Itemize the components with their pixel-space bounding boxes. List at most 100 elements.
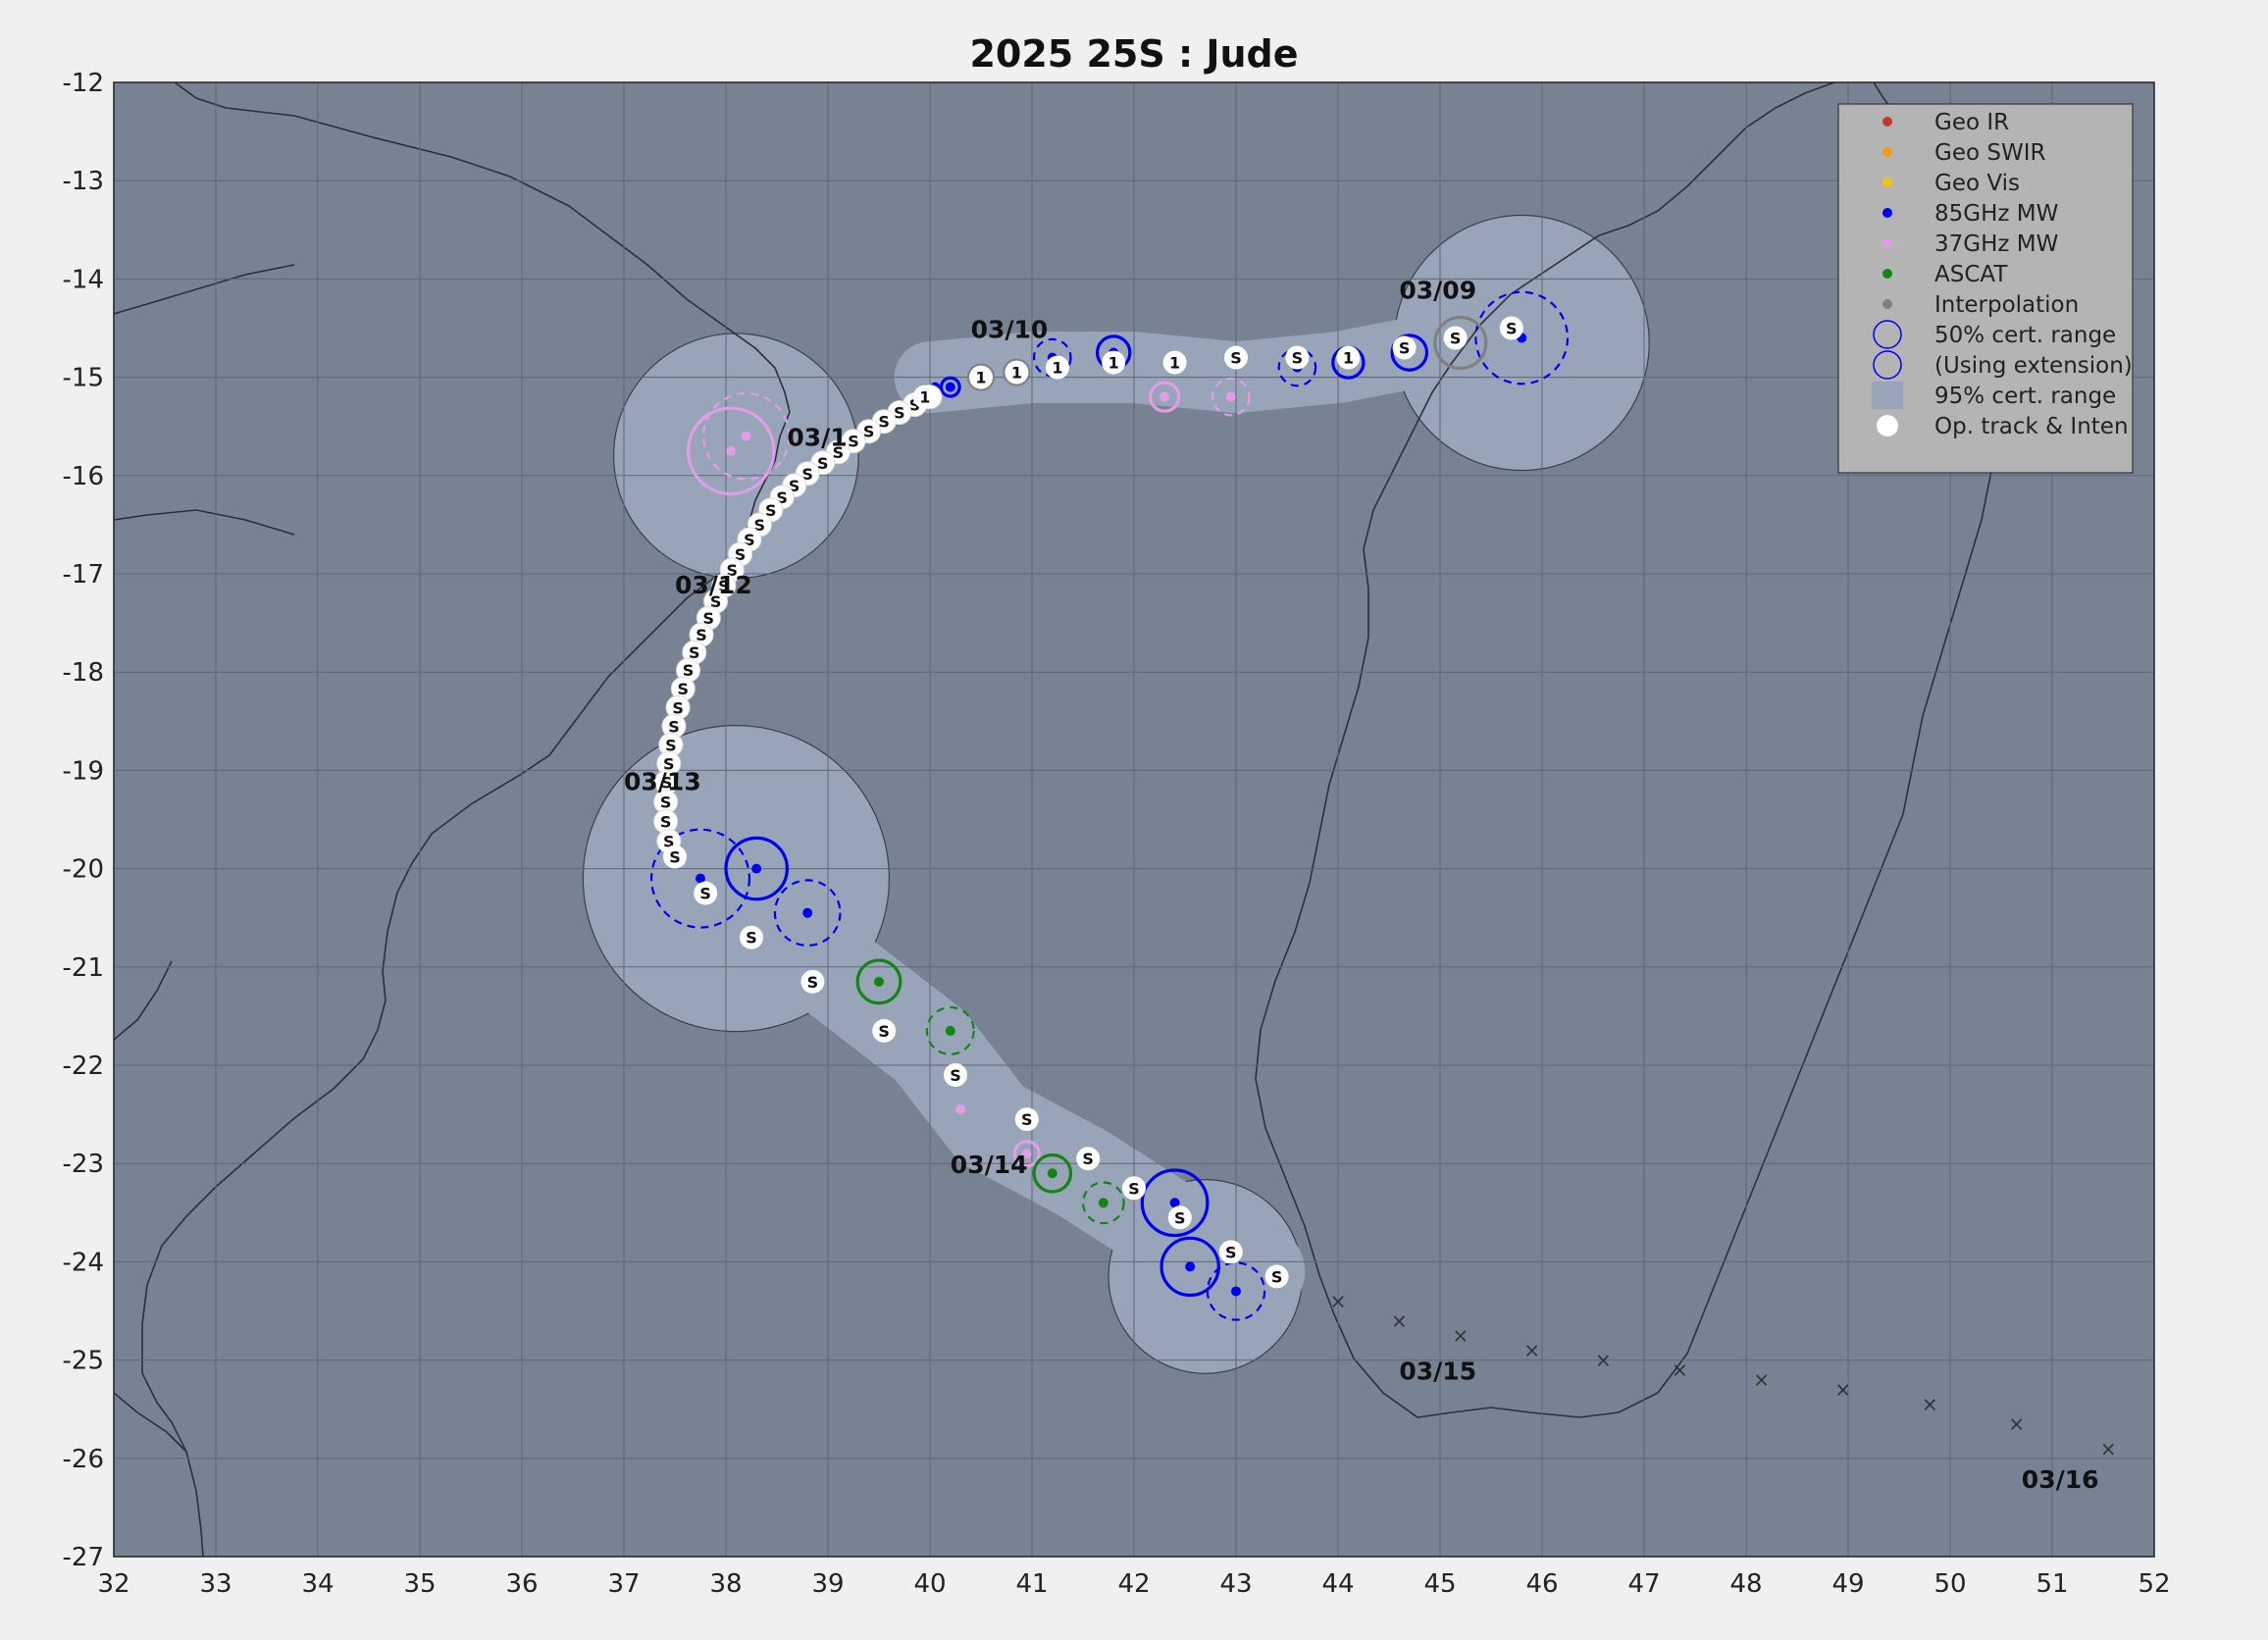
x-tick-label: 51	[2036, 1569, 2068, 1599]
y-tick-label: -26	[63, 1445, 104, 1474]
map-gridlines	[114, 82, 2154, 1557]
op-track-label: S	[726, 561, 738, 580]
fix-label-text: S	[950, 1066, 961, 1085]
legend-label: Geo SWIR	[1934, 140, 2045, 166]
x-tick-label: 35	[403, 1569, 436, 1599]
date-label: 03/15	[1399, 1358, 1476, 1386]
fix-label-dot	[1167, 1205, 1192, 1230]
fix-label-text: S	[746, 929, 757, 948]
fix-ring	[686, 406, 776, 496]
date-label: 03/12	[675, 571, 752, 599]
op-track-label: S	[894, 404, 905, 423]
forecast-x-mark: ×	[1834, 1378, 1851, 1402]
fix-label-dot	[1162, 350, 1187, 375]
y-tick-label: -18	[63, 658, 104, 688]
legend-marker	[1882, 147, 1892, 157]
op-track-label: S	[909, 396, 921, 415]
forecast-x-mark: ×	[1922, 1393, 1938, 1416]
fix-dot	[726, 445, 737, 456]
date-label: 03/16	[2022, 1465, 2099, 1494]
y-tick-label: -22	[63, 1051, 104, 1081]
fix-label-dot	[1076, 1147, 1101, 1171]
fix-ring	[1081, 1181, 1125, 1225]
fix-ring	[1206, 1261, 1266, 1321]
fix-ring	[939, 376, 961, 398]
fix-label-dot	[1443, 326, 1468, 350]
fix-label-text: S	[669, 848, 681, 867]
legend-marker	[1882, 269, 1892, 279]
forecast-x-mark: ×	[1391, 1309, 1408, 1333]
y-tick-label: -16	[63, 462, 104, 491]
y-tick-label: -17	[63, 560, 104, 589]
x-tick-label: 36	[505, 1569, 538, 1599]
forecast-x-mark: ×	[1330, 1289, 1347, 1312]
fix-label-text: S	[1021, 1110, 1033, 1129]
chart-title: 2025 25S : Jude	[969, 32, 1298, 76]
fix-label-dot	[1218, 1240, 1243, 1264]
op-track-label: S	[744, 531, 755, 549]
x-tick-label: 47	[1627, 1569, 1660, 1599]
op-track-label: S	[672, 698, 684, 717]
fix-label-text: S	[1174, 1208, 1186, 1227]
op-track-label: S	[878, 413, 890, 432]
op-track-label: S	[696, 626, 707, 644]
fix-ring	[855, 958, 902, 1005]
fix-label-text: S	[878, 1022, 890, 1041]
op-track-label: S	[660, 813, 672, 832]
x-tick-label: 44	[1321, 1569, 1354, 1599]
fix-label-text: 1	[1052, 359, 1062, 378]
x-tick-label: 48	[1729, 1569, 1762, 1599]
fix-ring	[966, 363, 996, 391]
legend-label: 85GHz MW	[1934, 201, 2058, 227]
legend-marker	[1873, 320, 1902, 349]
legend-marker	[1882, 117, 1892, 127]
fix-dot	[955, 1104, 966, 1115]
date-label: 03/14	[951, 1151, 1028, 1179]
fix-label-dot	[1336, 345, 1361, 370]
legend-marker	[1882, 238, 1892, 248]
fix-label-text: 1	[975, 369, 986, 387]
date-label: 03/10	[971, 316, 1049, 344]
fix-label-dot	[663, 845, 687, 869]
x-tick-label: 42	[1117, 1569, 1150, 1599]
legend-label: Op. track & Inten	[1934, 414, 2129, 439]
x-tick-label: 52	[2138, 1569, 2170, 1599]
fix-dot	[1098, 1198, 1108, 1208]
legend-label: 95% cert. range	[1934, 384, 2116, 409]
op-track-label: S	[754, 516, 766, 535]
fix-label-text: 1	[919, 388, 930, 407]
fix-dot	[874, 976, 884, 987]
legend-marker	[1882, 299, 1892, 309]
fix-dot	[1160, 391, 1170, 402]
op-track-label: S	[665, 736, 677, 754]
fix-label-text: 1	[1169, 354, 1180, 373]
legend-marker	[1882, 178, 1892, 187]
fix-dot	[696, 873, 705, 884]
fix-ring	[1032, 1153, 1073, 1194]
fix-label-text: S	[1225, 1243, 1237, 1261]
fix-dot	[802, 907, 813, 918]
op-track-label: S	[801, 465, 813, 484]
date-label: 03/1	[787, 424, 847, 452]
op-track-label: S	[668, 717, 680, 736]
y-tick-label: -12	[63, 69, 104, 98]
legend-label: (Using extension)	[1934, 353, 2133, 379]
x-tick-label: 50	[1933, 1569, 1966, 1599]
op-track-label: S	[661, 773, 673, 792]
fix-label-dot	[969, 365, 993, 389]
fix-label-text: S	[807, 973, 819, 992]
fix-dot	[751, 863, 762, 874]
plot-frame	[113, 81, 2155, 1558]
x-tick-label: 43	[1219, 1569, 1252, 1599]
fix-ring	[1012, 1140, 1041, 1168]
legend-label: Geo IR	[1934, 110, 2009, 135]
y-tick-label: -25	[63, 1347, 104, 1376]
forecast-x-mark: ×	[1672, 1358, 1688, 1382]
x-tick-label: 37	[607, 1569, 640, 1599]
op-track-label: S	[789, 477, 800, 495]
x-tick-label: 46	[1525, 1569, 1558, 1599]
y-tick-label: -20	[63, 855, 104, 885]
op-track-label: S	[663, 754, 675, 773]
fix-ring	[724, 836, 790, 901]
